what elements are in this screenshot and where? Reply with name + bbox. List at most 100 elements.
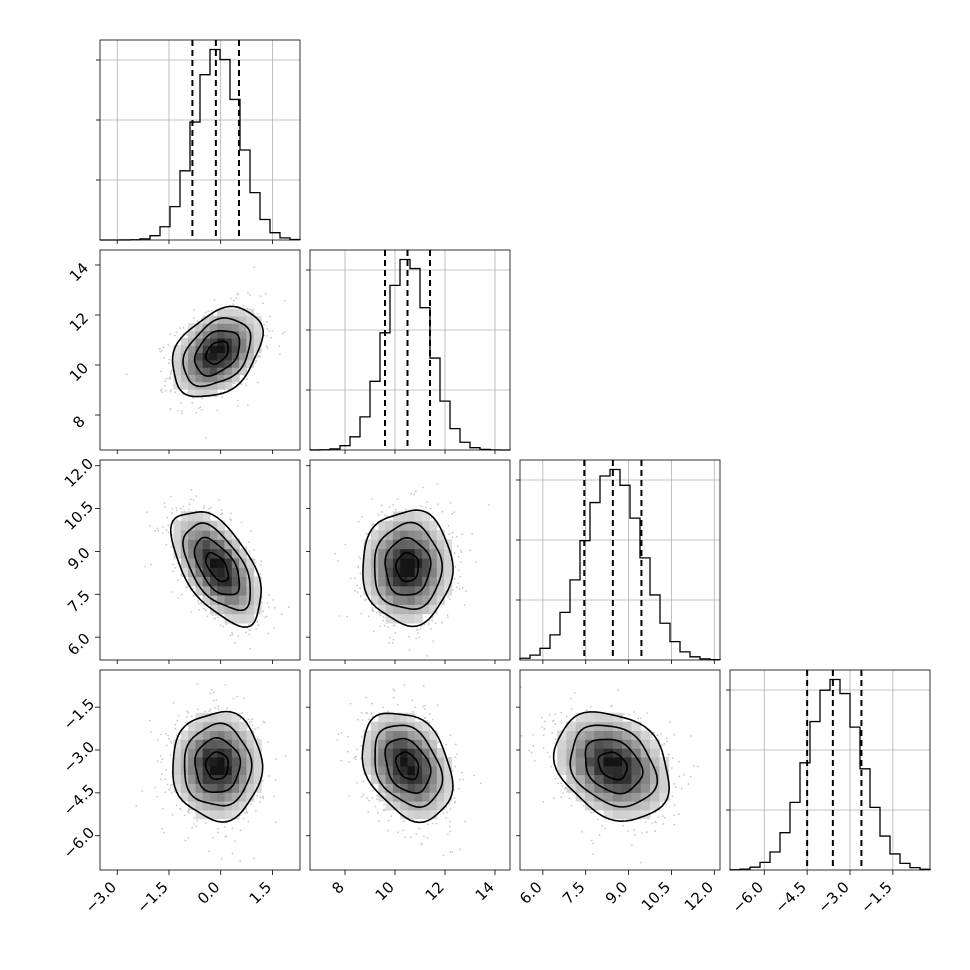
scatter-point	[172, 702, 175, 704]
scatter-point	[426, 836, 429, 839]
scatter-point	[430, 517, 433, 519]
scatter-point	[193, 823, 196, 825]
density-cell	[239, 567, 247, 577]
density-cell	[180, 381, 189, 390]
scatter-point	[391, 641, 394, 644]
scatter-point	[361, 515, 363, 518]
scatter-point	[365, 696, 368, 699]
density-cell	[217, 783, 226, 793]
scatter-point	[232, 697, 235, 700]
scatter-point	[356, 781, 358, 784]
scatter-point	[347, 794, 350, 797]
scatter-point	[165, 769, 168, 771]
scatter-point	[334, 552, 337, 555]
density-cell	[429, 567, 438, 577]
scatter-panel-2-0	[99, 459, 301, 661]
density-cell	[217, 595, 226, 605]
density-cell	[173, 345, 182, 354]
density-cell	[422, 539, 430, 550]
scatter-point	[231, 631, 233, 634]
scatter-point	[220, 391, 222, 394]
density-cell	[400, 595, 409, 605]
contour-line	[204, 751, 229, 781]
scatter-point	[205, 436, 207, 439]
histogram-grid	[520, 460, 720, 660]
density-cell	[173, 520, 182, 531]
scatter-point	[387, 626, 389, 628]
density-cell	[202, 792, 211, 802]
scatter-point	[267, 632, 270, 635]
scatter-point	[446, 614, 449, 616]
scatter-point	[232, 303, 235, 305]
scatter-point	[366, 797, 369, 799]
scatter-point	[387, 710, 389, 713]
density-cell	[436, 576, 445, 587]
density-cell	[173, 748, 182, 758]
density-cell	[210, 557, 218, 568]
scatter-point	[165, 732, 168, 735]
scatter-point	[253, 266, 256, 269]
density-cell	[246, 613, 255, 624]
density-cell	[180, 539, 189, 550]
scatter-point	[212, 699, 215, 702]
density-cell	[188, 730, 196, 740]
scatter-point	[164, 380, 167, 382]
density-cell	[385, 613, 394, 624]
scatter-point	[170, 792, 173, 794]
scatter-point	[262, 780, 264, 782]
density-cell	[253, 585, 262, 596]
scatter-point	[248, 721, 251, 724]
scatter-point	[362, 780, 365, 783]
scatter-point	[364, 599, 366, 602]
scatter-point	[405, 508, 407, 511]
density-cell	[231, 337, 240, 346]
scatter-point	[213, 299, 216, 301]
density-cell	[239, 323, 247, 332]
scatter-point	[418, 827, 421, 830]
density-cell	[231, 613, 240, 624]
scatter-point	[211, 688, 213, 691]
scatter-point	[445, 817, 448, 819]
density-cell	[253, 330, 262, 339]
density-cell	[195, 374, 204, 383]
scatter-point	[200, 409, 203, 411]
scatter-point	[367, 615, 370, 618]
density-cell	[217, 323, 226, 332]
density-cell	[173, 352, 182, 361]
scatter-point	[237, 399, 239, 402]
density-cell	[217, 381, 226, 390]
density-cell	[239, 801, 247, 811]
density-cell	[239, 765, 247, 776]
density-cell	[224, 585, 233, 596]
scatter-point	[188, 503, 191, 506]
scatter-point	[182, 505, 185, 508]
scatter-point	[436, 704, 439, 707]
scatter-point	[229, 512, 232, 515]
density-cell	[188, 530, 196, 540]
density-cell	[246, 359, 255, 368]
density-cell	[188, 792, 196, 802]
scatter-point	[250, 530, 252, 533]
density-cell	[217, 721, 226, 731]
scatter-point	[360, 795, 363, 798]
scatter-point	[209, 692, 212, 695]
density-cell	[210, 367, 218, 375]
scatter-point	[170, 495, 173, 498]
scatter-point	[157, 530, 160, 532]
density-cell	[239, 721, 247, 731]
scatter-point	[150, 731, 152, 733]
scatter-point	[283, 299, 286, 302]
density-cell	[224, 730, 233, 740]
scatter-point	[265, 345, 268, 348]
scatter-point	[196, 320, 199, 323]
density-cell	[422, 557, 430, 568]
density-cell	[210, 520, 218, 531]
density-cell	[217, 604, 226, 615]
density-cell	[363, 576, 372, 587]
scatter-point	[376, 798, 378, 801]
scatter-point	[236, 405, 239, 407]
histogram-frame	[519, 459, 721, 661]
scatter-point	[244, 631, 247, 634]
density-cell	[188, 756, 196, 767]
scatter-point	[149, 719, 151, 722]
